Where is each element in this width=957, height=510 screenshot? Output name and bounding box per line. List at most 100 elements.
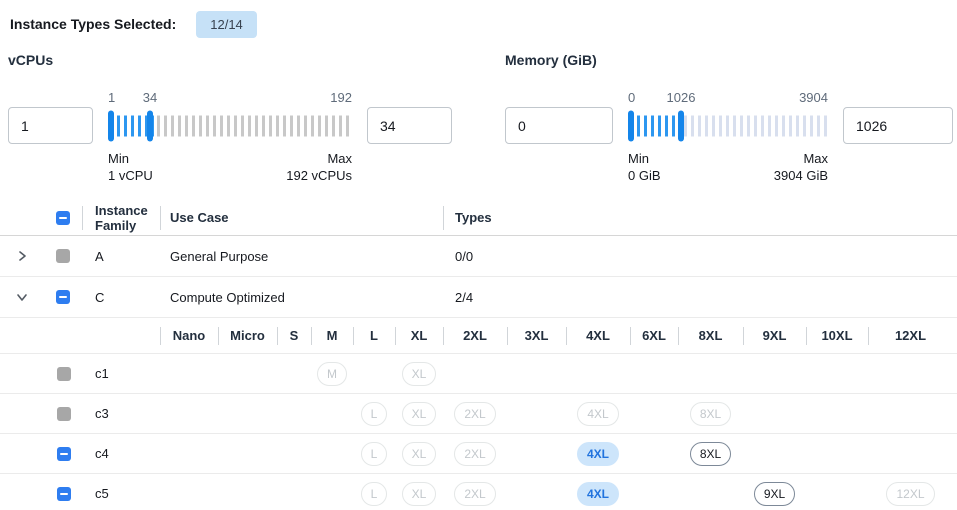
type-row-c5: c5 L XL 2XL 4XL 9XL 12XL: [0, 474, 957, 510]
vcpus-max-input[interactable]: [367, 107, 452, 144]
vcpus-slider: 1 34 192 Min 1 vCPU Max: [108, 90, 352, 184]
size-chip-4xl-selected[interactable]: 4XL: [576, 441, 619, 466]
memory-min-handle[interactable]: [628, 110, 634, 141]
size-column-8xl: 8XL: [678, 318, 743, 353]
memory-minmax: Min 0 GiB Max 3904 GiB: [628, 150, 828, 184]
size-chip-8xl[interactable]: 8XL: [689, 441, 732, 466]
size-column-10xl: 10XL: [806, 318, 868, 353]
memory-min-sublabel: 0 GiB: [628, 168, 661, 183]
vcpus-ticks-rest: [157, 115, 352, 136]
size-column-m: M: [311, 318, 353, 353]
size-chip-xl: XL: [401, 401, 437, 426]
vcpus-min-label: Min: [108, 151, 129, 166]
size-column-6xl: 6XL: [630, 318, 678, 353]
type-c1-checkbox: [57, 366, 71, 381]
memory-min-input[interactable]: [505, 107, 613, 144]
column-header-types: Types: [443, 200, 957, 235]
table-header-row: Instance Family Use Case Types: [0, 200, 957, 236]
vcpus-max-label: Max: [327, 151, 352, 166]
size-column-3xl: 3XL: [507, 318, 566, 353]
size-chip-xl: XL: [401, 361, 437, 386]
selection-summary-bar: Instance Types Selected: 12/14: [0, 0, 957, 40]
memory-ticks-rest: [684, 115, 828, 136]
type-row-c1: c1 M XL: [0, 354, 957, 394]
size-chip-4xl-selected[interactable]: 4XL: [576, 481, 619, 506]
family-use-case: Compute Optimized: [170, 289, 285, 305]
family-types-count: 0/0: [455, 248, 474, 264]
instance-family-table: Instance Family Use Case Types A General…: [0, 200, 957, 510]
family-row-a: A General Purpose 0/0: [0, 236, 957, 277]
vcpus-slider-track[interactable]: [108, 107, 352, 144]
type-name: c3: [95, 406, 109, 421]
family-a-checkbox: [56, 249, 70, 263]
type-name: c5: [95, 486, 109, 501]
vcpus-min-sublabel: 1 vCPU: [108, 168, 153, 183]
vcpus-ticks-active: [110, 115, 154, 136]
memory-max-handle[interactable]: [678, 110, 684, 141]
size-header-row: Nano Micro S M L XL 2XL 3XL 4XL 6XL 8XL …: [0, 318, 957, 354]
family-types-count: 2/4: [455, 289, 474, 305]
size-column-12xl: 12XL: [868, 318, 953, 353]
memory-filter-title: Memory (GiB): [505, 52, 597, 68]
family-row-c: C Compute Optimized 2/4: [0, 277, 957, 318]
selection-summary-label: Instance Types Selected:: [10, 16, 177, 32]
family-c-checkbox[interactable]: [56, 290, 70, 304]
vcpus-max-handle[interactable]: [147, 110, 153, 141]
family-name: A: [95, 248, 104, 264]
vcpus-filter-title: vCPUs: [8, 52, 54, 68]
selection-count-badge: 12/14: [196, 10, 257, 38]
size-chip-m: M: [317, 361, 347, 386]
memory-slider: 0 1026 3904 Min 0 GiB Max: [628, 90, 828, 184]
type-name: c4: [95, 446, 109, 461]
size-chip-12xl: 12XL: [886, 481, 935, 506]
size-chip-2xl: 2XL: [454, 481, 496, 506]
filters-section: vCPUs 1 34 192 Min 1 vCPU: [0, 52, 957, 184]
memory-min-label: Min: [628, 151, 649, 166]
size-column-2xl: 2XL: [443, 318, 507, 353]
size-chip-l: L: [360, 441, 388, 466]
type-c4-checkbox[interactable]: [57, 446, 71, 461]
vcpus-min-handle[interactable]: [108, 110, 114, 141]
memory-scale-current: 1026: [666, 90, 696, 105]
memory-slider-track[interactable]: [628, 107, 828, 144]
size-column-micro: Micro: [218, 318, 277, 353]
size-chip-9xl[interactable]: 9XL: [753, 481, 796, 506]
type-name: c1: [95, 366, 109, 381]
column-header-use-case: Use Case: [160, 200, 443, 235]
memory-filter: Memory (GiB) 0 1026 3904 Min: [505, 52, 953, 184]
vcpus-minmax: Min 1 vCPU Max 192 vCPUs: [108, 150, 352, 184]
vcpus-min-input[interactable]: [8, 107, 93, 144]
memory-scale-end: 3904: [799, 90, 828, 105]
vcpus-scale-end: 192: [330, 90, 352, 105]
size-column-nano: Nano: [160, 318, 218, 353]
size-chip-xl: XL: [401, 481, 437, 506]
vcpus-scale-start: 1: [108, 90, 116, 105]
type-c3-checkbox: [57, 406, 71, 421]
memory-max-input[interactable]: [843, 107, 953, 144]
memory-scale-start: 0: [628, 90, 636, 105]
memory-ticks-active: [630, 115, 681, 136]
size-chip-8xl: 8XL: [689, 401, 732, 426]
column-header-instance-family: Instance Family: [82, 200, 160, 235]
expand-chevron-right-icon[interactable]: [16, 250, 28, 262]
size-chip-l: L: [360, 401, 388, 426]
memory-max-sublabel: 3904 GiB: [773, 168, 828, 183]
memory-scale-labels: 0 1026 3904: [628, 90, 828, 107]
type-c5-checkbox[interactable]: [57, 486, 71, 501]
collapse-chevron-down-icon[interactable]: [16, 291, 28, 303]
size-chip-4xl: 4XL: [577, 401, 619, 426]
family-name: C: [95, 289, 105, 305]
vcpus-scale-labels: 1 34 192: [108, 90, 352, 107]
type-row-c4: c4 L XL 2XL 4XL 8XL: [0, 434, 957, 474]
size-column-s: S: [277, 318, 311, 353]
size-chip-2xl: 2XL: [454, 441, 496, 466]
size-column-l: L: [353, 318, 395, 353]
vcpus-scale-current: 34: [142, 90, 158, 105]
size-chip-l: L: [360, 481, 388, 506]
size-column-xl: XL: [395, 318, 443, 353]
size-chip-2xl: 2XL: [454, 401, 496, 426]
size-chip-xl: XL: [401, 441, 437, 466]
size-column-9xl: 9XL: [743, 318, 806, 353]
select-all-checkbox[interactable]: [56, 210, 70, 225]
memory-max-label: Max: [803, 151, 828, 166]
